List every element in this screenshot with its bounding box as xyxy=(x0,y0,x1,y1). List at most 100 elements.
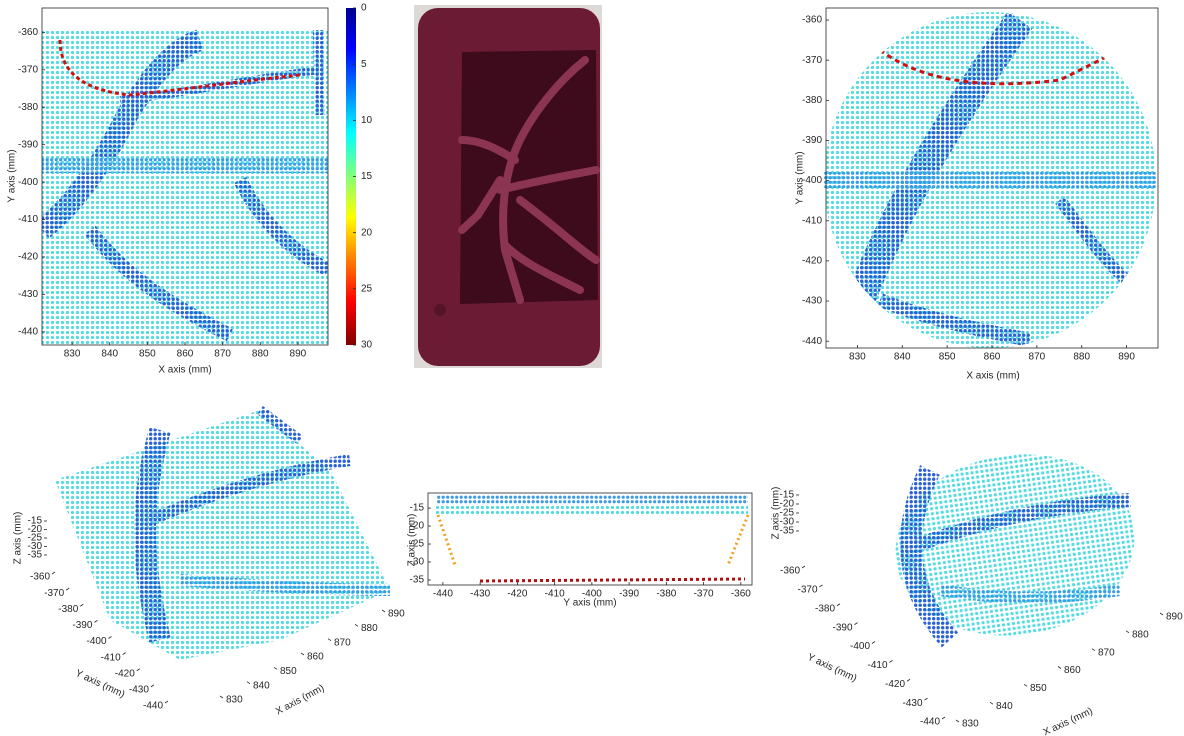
y-tick-label: -400 xyxy=(850,641,870,652)
x-tick xyxy=(1126,631,1129,633)
y-tick xyxy=(872,642,875,644)
x-tick-label: 890 xyxy=(1118,352,1135,363)
y-tick-label: -400 xyxy=(18,177,38,188)
y-tick-label: -360 xyxy=(802,15,822,26)
x-tick-label: -360 xyxy=(731,589,751,600)
y-tick-label: -370 xyxy=(44,588,64,599)
y-tick xyxy=(52,572,55,574)
x-tick-label: 830 xyxy=(849,352,866,363)
x-tick xyxy=(382,610,385,612)
colorbar-tick-label: 25 xyxy=(361,283,373,294)
point-cloud xyxy=(55,410,390,660)
x-tick xyxy=(355,624,358,626)
y-tick xyxy=(855,623,858,625)
x-tick-label: 890 xyxy=(388,609,405,620)
figure: 830 840 850 860 870 880 890 -440 -430 -420 -410 -40… xyxy=(0,0,1184,736)
y-tick xyxy=(820,585,823,587)
x-tick xyxy=(1160,613,1163,615)
y-tick-label: -15 xyxy=(410,503,425,514)
x-tick-label: -410 xyxy=(545,589,565,600)
y-tick-label: -430 xyxy=(802,296,822,307)
x-axis-label: X axis (mm) xyxy=(966,371,1019,382)
y-tick-label: -390 xyxy=(802,135,822,146)
y-tick-label: -360 xyxy=(18,27,38,38)
y-tick-label: -400 xyxy=(86,636,106,647)
y-tick xyxy=(123,653,126,655)
x-tick-label: 880 xyxy=(252,349,269,360)
x-tick-label: 890 xyxy=(290,349,307,360)
x-tick xyxy=(301,653,304,655)
x-tick-label: 830 xyxy=(962,719,979,730)
x-tick-label: 870 xyxy=(334,637,351,648)
y-tick xyxy=(94,620,97,622)
y-tick xyxy=(802,566,805,568)
y-tick-label: -390 xyxy=(18,139,38,150)
y-tick xyxy=(942,717,945,719)
y-tick xyxy=(890,660,893,662)
y-tick-label: -370 xyxy=(802,55,822,66)
y-tick-label: -420 xyxy=(115,668,135,679)
x-tick xyxy=(220,696,223,698)
x-tick-label: 850 xyxy=(1030,683,1047,694)
y-tick-label: -380 xyxy=(815,603,835,614)
x-tick-label: -370 xyxy=(694,589,714,600)
y-axis-label: Y axis (mm) xyxy=(7,149,18,202)
y-tick xyxy=(925,698,928,700)
x-axis-label: X axis (mm) xyxy=(1042,706,1095,736)
x-tick-label: -440 xyxy=(433,589,453,600)
y-tick-label: -380 xyxy=(58,604,78,615)
x-tick-label: 890 xyxy=(1166,612,1183,623)
y-tick-label: -35 xyxy=(410,575,425,586)
x-tick-label: -380 xyxy=(656,589,676,600)
x-axis-label: X axis (mm) xyxy=(158,365,211,376)
y-tick xyxy=(837,604,840,606)
point-cloud xyxy=(436,495,748,581)
x-tick-label: 860 xyxy=(177,349,194,360)
y-tick xyxy=(137,669,140,671)
x-tick xyxy=(247,682,250,684)
x-tick-label: 840 xyxy=(996,701,1013,712)
x-tick-label: 850 xyxy=(139,349,156,360)
x-tick-label: 840 xyxy=(101,349,118,360)
colorbar-tick-label: 20 xyxy=(361,227,373,238)
z-tick-label: -15 xyxy=(28,516,43,527)
point-cloud xyxy=(884,439,1147,651)
x-tick-label: 880 xyxy=(1073,352,1090,363)
y-tick-label: -360 xyxy=(780,566,800,577)
colorbar-tick-label: 0 xyxy=(361,3,367,14)
x-tick-label: 860 xyxy=(984,352,1001,363)
y-tick-label: -430 xyxy=(18,289,38,300)
point-cloud xyxy=(42,30,328,345)
x-tick xyxy=(1092,649,1095,651)
colorbar-tick-label: 15 xyxy=(361,171,373,182)
colorbar-tick-label: 30 xyxy=(361,340,373,351)
colorbar-tick-label: 5 xyxy=(361,59,367,70)
y-tick-label: -430 xyxy=(902,698,922,709)
y-tick-label: -410 xyxy=(101,652,121,663)
x-tick xyxy=(274,667,277,669)
x-axis-label: Y axis (mm) xyxy=(563,598,616,609)
x-tick-label: 870 xyxy=(214,349,231,360)
y-tick-label: -430 xyxy=(129,685,149,696)
y-tick xyxy=(109,637,112,639)
x-tick-label: 870 xyxy=(1098,647,1115,658)
y-tick-label: -390 xyxy=(832,622,852,633)
x-tick-label: 870 xyxy=(1029,352,1046,363)
y-tick-label: -370 xyxy=(797,585,817,596)
x-tick-label: 880 xyxy=(361,623,378,634)
x-tick xyxy=(1058,667,1061,669)
x-tick xyxy=(1024,684,1027,686)
x-tick xyxy=(956,720,959,722)
y-tick-label: -440 xyxy=(802,336,822,347)
y-tick-label: -440 xyxy=(920,717,940,728)
y-tick-label: -420 xyxy=(802,256,822,267)
z-axis-label: Z axis (mm) xyxy=(13,512,24,565)
y-tick-label: -410 xyxy=(802,215,822,226)
y-tick-label: -380 xyxy=(802,95,822,106)
x-axis-label: X axis (mm) xyxy=(274,683,326,718)
y-axis-label: Y axis (mm) xyxy=(806,652,859,684)
x-tick-label: 830 xyxy=(226,695,243,706)
z-tick-label: -15 xyxy=(780,490,795,501)
y-tick-label: -370 xyxy=(18,64,38,75)
y-tick xyxy=(151,685,154,687)
